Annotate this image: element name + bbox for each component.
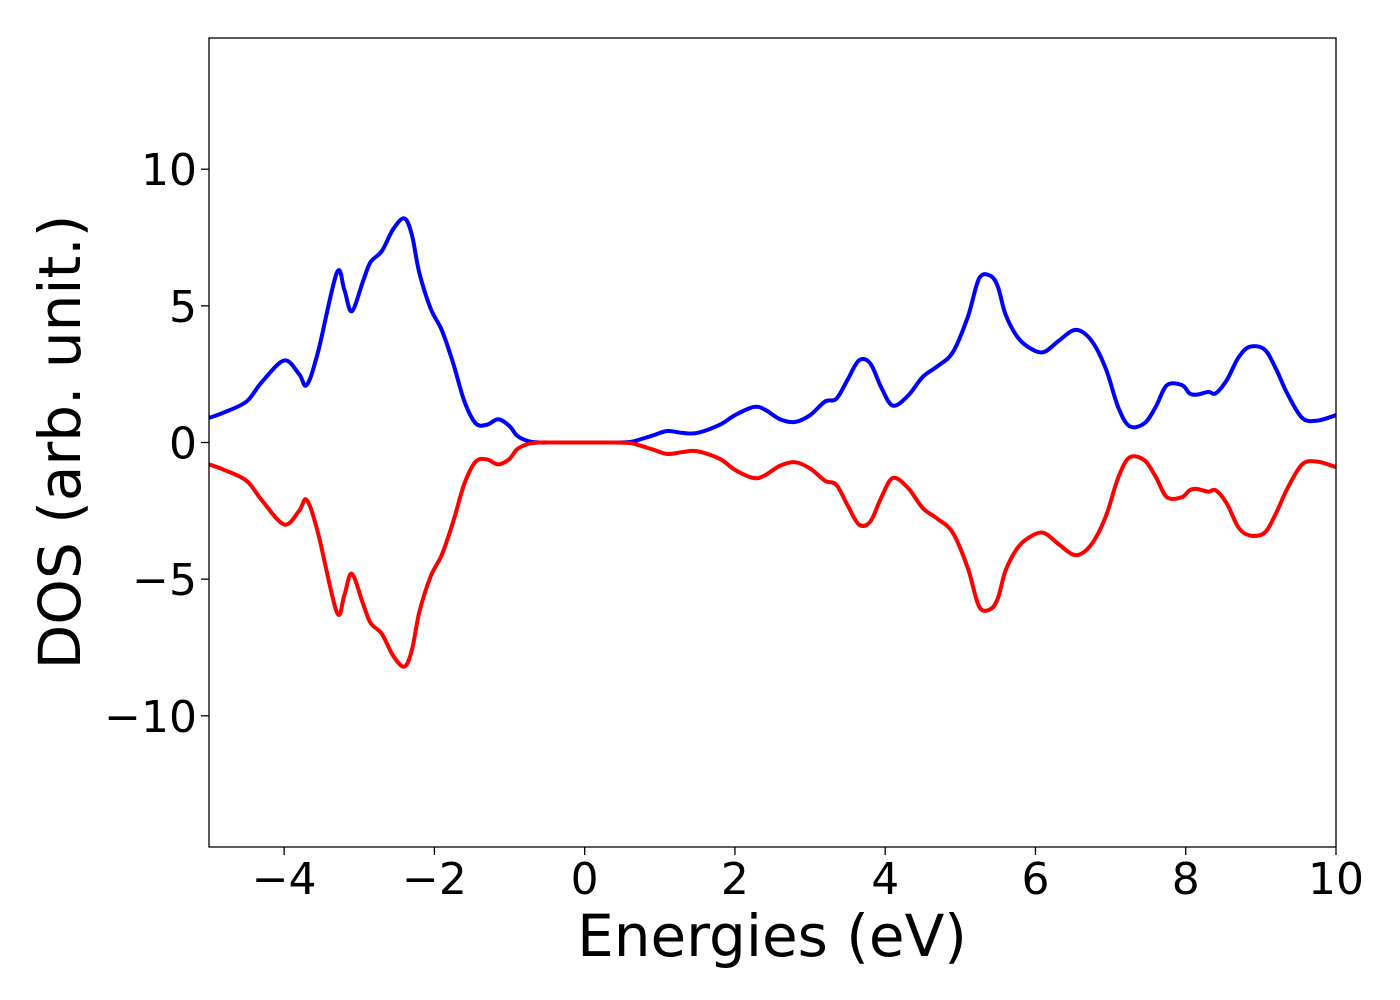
- dos-series-line-positive: [209, 216, 1336, 445]
- y-tick-label: −5: [132, 555, 197, 606]
- x-tick-label: 4: [871, 854, 899, 905]
- y-tick-label: 10: [141, 145, 197, 196]
- series-layer: [209, 216, 1336, 669]
- x-tick-label: 2: [721, 854, 749, 905]
- plot-background: [209, 38, 1336, 847]
- y-axis-ticks: −10 −5 0 5 10: [104, 145, 209, 743]
- x-tick-label: −2: [402, 854, 467, 905]
- x-tick-label: −4: [252, 854, 317, 905]
- x-axis-ticks: −4 −2 0 2 4 6 8 10: [252, 847, 1364, 905]
- x-tick-label: 8: [1172, 854, 1200, 905]
- y-tick-label: 0: [169, 419, 197, 470]
- dos-series-line-negative: [209, 440, 1336, 669]
- x-tick-label: 10: [1308, 854, 1364, 905]
- x-axis-label: Energies (eV): [577, 902, 967, 970]
- y-tick-label: 5: [169, 282, 197, 333]
- x-tick-label: 6: [1021, 854, 1049, 905]
- y-tick-label: −10: [104, 692, 197, 743]
- y-axis-label: DOS (arb. unit.): [26, 215, 94, 670]
- x-tick-label: 0: [571, 854, 599, 905]
